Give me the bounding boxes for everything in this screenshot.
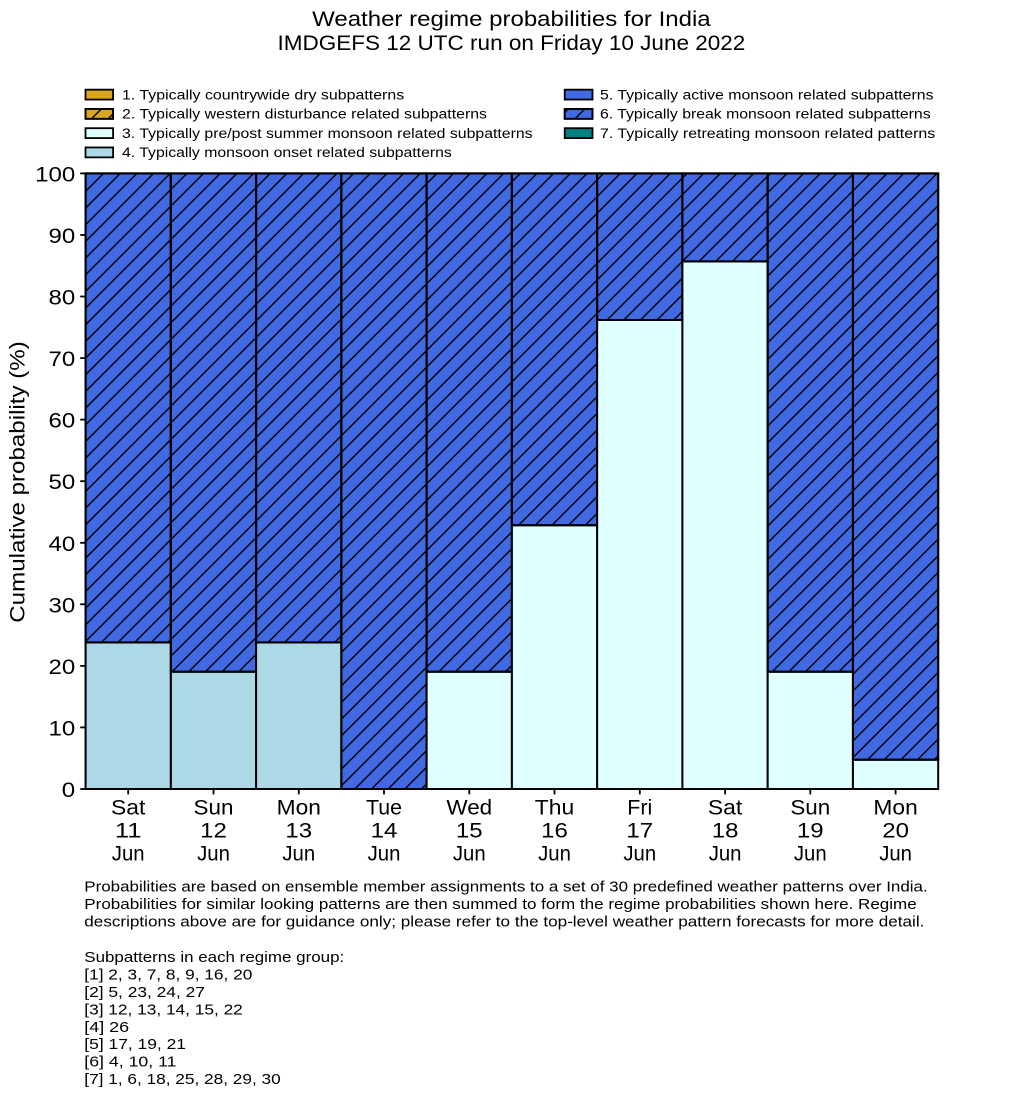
svg-text:Cumulative probability (%): Cumulative probability (%) <box>6 341 29 623</box>
svg-text:Weather regime probabilities f: Weather regime probabilities for India <box>312 8 711 31</box>
svg-text:70: 70 <box>49 348 76 371</box>
svg-text:6. Typically break monsoon rel: 6. Typically break monsoon related subpa… <box>600 106 931 122</box>
svg-text:1. Typically countrywide dry s: 1. Typically countrywide dry subpatterns <box>122 86 404 102</box>
svg-text:descriptions above are for gui: descriptions above are for guidance only… <box>84 915 924 931</box>
svg-text:30: 30 <box>49 594 76 617</box>
svg-text:Jun: Jun <box>538 843 571 866</box>
svg-text:4. Typically monsoon onset rel: 4. Typically monsoon onset related subpa… <box>122 144 452 160</box>
svg-text:50: 50 <box>49 471 76 494</box>
svg-text:IMDGEFS 12 UTC run on Friday 1: IMDGEFS 12 UTC run on Friday 10 June 202… <box>278 32 746 55</box>
svg-text:Wed: Wed <box>446 796 492 819</box>
svg-text:Jun: Jun <box>112 843 145 866</box>
svg-text:10: 10 <box>49 717 76 740</box>
svg-text:Jun: Jun <box>453 843 486 866</box>
svg-text:[1] 2, 3, 7, 8, 9, 16, 20: [1] 2, 3, 7, 8, 9, 16, 20 <box>84 968 252 984</box>
svg-text:20: 20 <box>882 820 909 843</box>
svg-text:Mon: Mon <box>277 796 321 819</box>
svg-text:Jun: Jun <box>623 843 656 866</box>
svg-text:Mon: Mon <box>873 796 917 819</box>
svg-text:Sat: Sat <box>111 796 146 819</box>
svg-text:20: 20 <box>49 656 76 679</box>
svg-text:19: 19 <box>797 820 824 843</box>
svg-text:Fri: Fri <box>627 796 652 819</box>
svg-text:7. Typically retreating monsoo: 7. Typically retreating monsoon related … <box>600 125 935 141</box>
svg-text:11: 11 <box>115 820 142 843</box>
svg-text:40: 40 <box>49 533 76 556</box>
svg-text:[7] 1, 6, 18, 25, 28, 29, 30: [7] 1, 6, 18, 25, 28, 29, 30 <box>84 1072 280 1088</box>
svg-text:Jun: Jun <box>197 843 230 866</box>
svg-text:14: 14 <box>371 820 398 843</box>
svg-text:3. Typically pre/post summer m: 3. Typically pre/post summer monsoon rel… <box>122 125 533 141</box>
svg-text:Thu: Thu <box>535 796 574 819</box>
svg-text:Jun: Jun <box>282 843 315 866</box>
svg-text:[3] 12, 13, 14, 15, 22: [3] 12, 13, 14, 15, 22 <box>84 1002 243 1018</box>
svg-text:[2] 5, 23, 24, 27: [2] 5, 23, 24, 27 <box>84 985 205 1001</box>
svg-text:Sun: Sun <box>790 796 830 819</box>
svg-text:Sat: Sat <box>708 796 743 819</box>
svg-text:16: 16 <box>541 820 568 843</box>
svg-text:90: 90 <box>49 225 76 248</box>
svg-text:13: 13 <box>285 820 312 843</box>
svg-text:60: 60 <box>49 410 76 433</box>
svg-text:Jun: Jun <box>709 843 742 866</box>
svg-text:17: 17 <box>626 820 653 843</box>
svg-text:Jun: Jun <box>879 843 912 866</box>
svg-text:12: 12 <box>200 820 227 843</box>
svg-text:80: 80 <box>49 287 76 310</box>
svg-text:Probabilities are based on ens: Probabilities are based on ensemble memb… <box>84 880 927 896</box>
svg-text:[6] 4, 10, 11: [6] 4, 10, 11 <box>84 1055 176 1071</box>
svg-text:Probabilities for similar look: Probabilities for similar looking patter… <box>84 897 916 913</box>
svg-text:Sun: Sun <box>194 796 234 819</box>
svg-text:Tue: Tue <box>366 796 402 819</box>
svg-text:Jun: Jun <box>794 843 827 866</box>
svg-text:Jun: Jun <box>368 843 401 866</box>
svg-text:15: 15 <box>456 820 483 843</box>
svg-text:18: 18 <box>712 820 739 843</box>
svg-text:5. Typically active monsoon re: 5. Typically active monsoon related subp… <box>600 86 934 102</box>
svg-text:Subpatterns in each regime gro: Subpatterns in each regime group: <box>84 950 344 966</box>
svg-text:[5] 17, 19, 21: [5] 17, 19, 21 <box>84 1037 186 1053</box>
svg-text:2. Typically western disturban: 2. Typically western disturbance related… <box>122 106 487 122</box>
svg-text:0: 0 <box>62 779 75 802</box>
svg-text:[4] 26: [4] 26 <box>84 1020 129 1036</box>
svg-text:100: 100 <box>35 163 75 186</box>
